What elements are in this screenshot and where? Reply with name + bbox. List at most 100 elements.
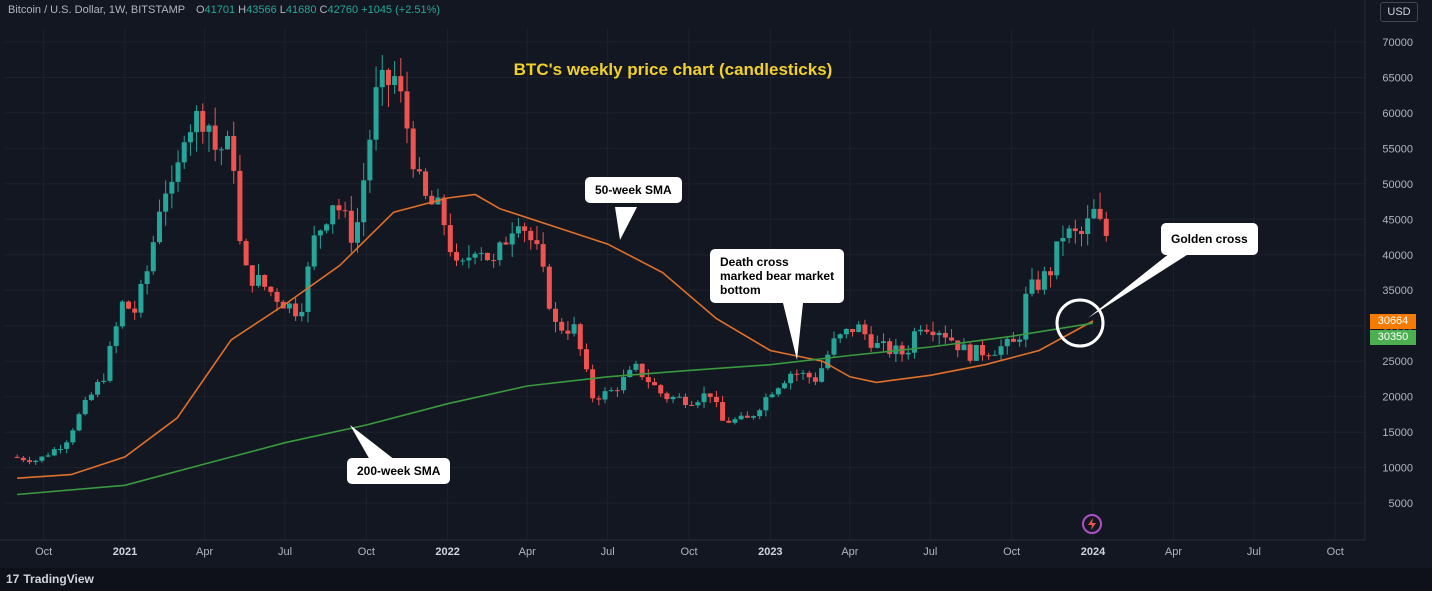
candle-body <box>1054 241 1060 276</box>
candle-body <box>949 337 955 341</box>
candle-body <box>652 382 658 386</box>
candle-body <box>577 324 583 350</box>
candle-body <box>82 399 88 415</box>
currency-button[interactable]: USD <box>1380 2 1418 22</box>
candle-body <box>998 346 1004 355</box>
candle-body <box>528 230 534 241</box>
candle-body <box>788 373 794 384</box>
candle-body <box>868 334 874 348</box>
candle-body <box>218 149 224 151</box>
candle-body <box>187 132 193 143</box>
candle-body <box>169 181 175 194</box>
candle-body <box>621 377 627 391</box>
candle-body <box>503 242 509 245</box>
time-tick-label: Oct <box>358 546 375 558</box>
candle-body <box>825 354 831 369</box>
candle-body <box>324 224 330 231</box>
candle-body <box>924 329 930 332</box>
golden-cross-callout: Golden cross <box>1161 223 1258 255</box>
time-tick-label: Jul <box>601 546 615 558</box>
price-tick-label: 15000 <box>1382 427 1413 439</box>
price-tick-label: 55000 <box>1382 143 1413 155</box>
candle-body <box>515 226 521 234</box>
candle-body <box>633 363 639 370</box>
high-label: H <box>238 4 247 16</box>
candle-body <box>212 125 218 150</box>
candle-body <box>1079 231 1085 234</box>
candle-body <box>856 324 862 333</box>
candle-body <box>1060 238 1066 242</box>
sma200-line <box>17 322 1094 496</box>
candle-body <box>95 381 101 395</box>
candle-body <box>880 341 886 344</box>
price-chart[interactable]: 5000100001500020000250003000035000400004… <box>0 0 1432 568</box>
time-tick-label: Oct <box>680 546 697 558</box>
callout-pointers <box>350 207 1190 460</box>
candle-body <box>540 244 546 267</box>
candle-body <box>905 352 911 355</box>
high-value: 43566 <box>246 4 277 16</box>
candle-body <box>553 308 559 322</box>
candlesticks <box>14 55 1109 466</box>
time-tick-label: Apr <box>519 546 536 558</box>
open-label: O <box>195 4 205 16</box>
candle-body <box>305 266 311 312</box>
candle-body <box>720 402 726 421</box>
time-tick-label: Apr <box>1165 546 1182 558</box>
sma200-price-tag: 30350 <box>1370 330 1416 345</box>
candle-body <box>20 457 26 461</box>
candle-body <box>695 402 701 406</box>
chart-title: BTC's weekly price chart (candlesticks) <box>514 60 833 79</box>
candle-body <box>986 355 992 357</box>
candle-body <box>843 328 849 335</box>
candle-body <box>429 195 435 205</box>
time-tick-label: 2022 <box>435 546 459 558</box>
candle-body <box>119 301 125 327</box>
candle-body <box>794 373 800 375</box>
candle-body <box>181 142 187 163</box>
candle-body <box>107 345 113 381</box>
candle-body <box>311 235 317 267</box>
sma50-callout: 50-week SMA <box>585 177 682 203</box>
candle-body <box>491 260 497 262</box>
price-tick-label: 10000 <box>1382 463 1413 475</box>
lightning-icon[interactable] <box>1082 514 1102 534</box>
candle-body <box>936 332 942 336</box>
candle-body <box>1091 208 1097 219</box>
candle-body <box>262 274 268 287</box>
candle-body <box>27 460 33 463</box>
candle-body <box>194 110 200 133</box>
candle-body <box>132 308 138 313</box>
candle-body <box>299 311 305 317</box>
candle-body <box>330 205 336 225</box>
candle-body <box>751 416 757 418</box>
price-axis: 5000100001500020000250003000035000400004… <box>1364 0 1413 540</box>
candle-body <box>973 344 979 361</box>
candle-body <box>39 456 45 461</box>
candle-body <box>831 338 837 355</box>
death-cross-callout: Death cross marked bear market bottom <box>710 249 845 303</box>
candle-body <box>918 329 924 332</box>
candle-body <box>744 415 750 418</box>
candle-body <box>806 372 812 378</box>
candle-body <box>707 393 713 397</box>
price-tick-label: 50000 <box>1382 179 1413 191</box>
candle-body <box>509 233 515 245</box>
candle-body <box>645 377 651 383</box>
candle-body <box>590 369 596 399</box>
price-tick-label: 60000 <box>1382 108 1413 120</box>
time-tick-label: Jul <box>1247 546 1261 558</box>
symbol-name: Bitcoin / U.S. Dollar, 1W, BITSTAMP <box>8 4 185 16</box>
candle-body <box>522 226 528 231</box>
candle-body <box>850 328 856 333</box>
sma50-line <box>17 193 1094 479</box>
close-value: 42760 <box>327 4 359 16</box>
footer-bar <box>0 568 1432 591</box>
price-tick-label: 65000 <box>1382 72 1413 84</box>
candle-body <box>175 162 181 182</box>
candle-body <box>1048 271 1054 276</box>
candle-body <box>472 253 478 258</box>
candle-body <box>76 414 82 431</box>
candle-body <box>249 265 255 286</box>
tradingview-logo[interactable]: 17 TradingView <box>6 572 94 586</box>
